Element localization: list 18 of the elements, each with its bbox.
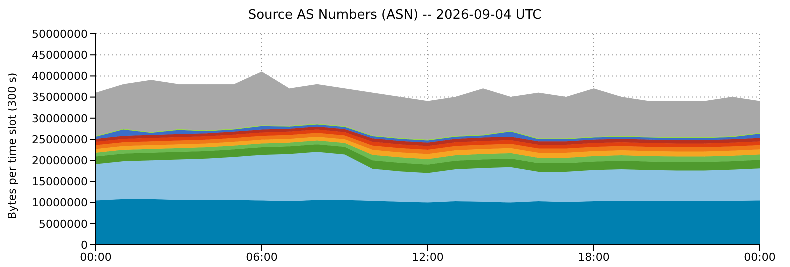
y-tick-label: 40000000 — [32, 70, 88, 84]
y-tick-label: 20000000 — [32, 154, 88, 168]
y-tick-label: 10000000 — [32, 196, 88, 210]
y-tick-label: 0 — [81, 238, 88, 252]
y-tick-label: 50000000 — [32, 28, 88, 41]
y-tick-label: 15000000 — [32, 176, 88, 189]
y-tick-label: 5000000 — [39, 218, 88, 231]
y-tick-label: 35000000 — [32, 91, 88, 104]
x-tick-label: 00:00 — [744, 250, 776, 264]
y-tick-label: 25000000 — [32, 133, 88, 146]
y-tick-label: 45000000 — [32, 49, 88, 62]
x-tick-label: 18:00 — [578, 250, 610, 264]
y-axis-title: Bytes per time slot (300 s) — [6, 72, 19, 220]
y-tick-label: 30000000 — [32, 112, 88, 126]
x-tick-label: 06:00 — [246, 250, 278, 264]
x-tick-label: 12:00 — [412, 250, 444, 264]
x-tick-label: 00:00 — [80, 250, 112, 264]
chart-title: Source AS Numbers (ASN) -- 2026-09-04 UTC — [247, 8, 543, 25]
